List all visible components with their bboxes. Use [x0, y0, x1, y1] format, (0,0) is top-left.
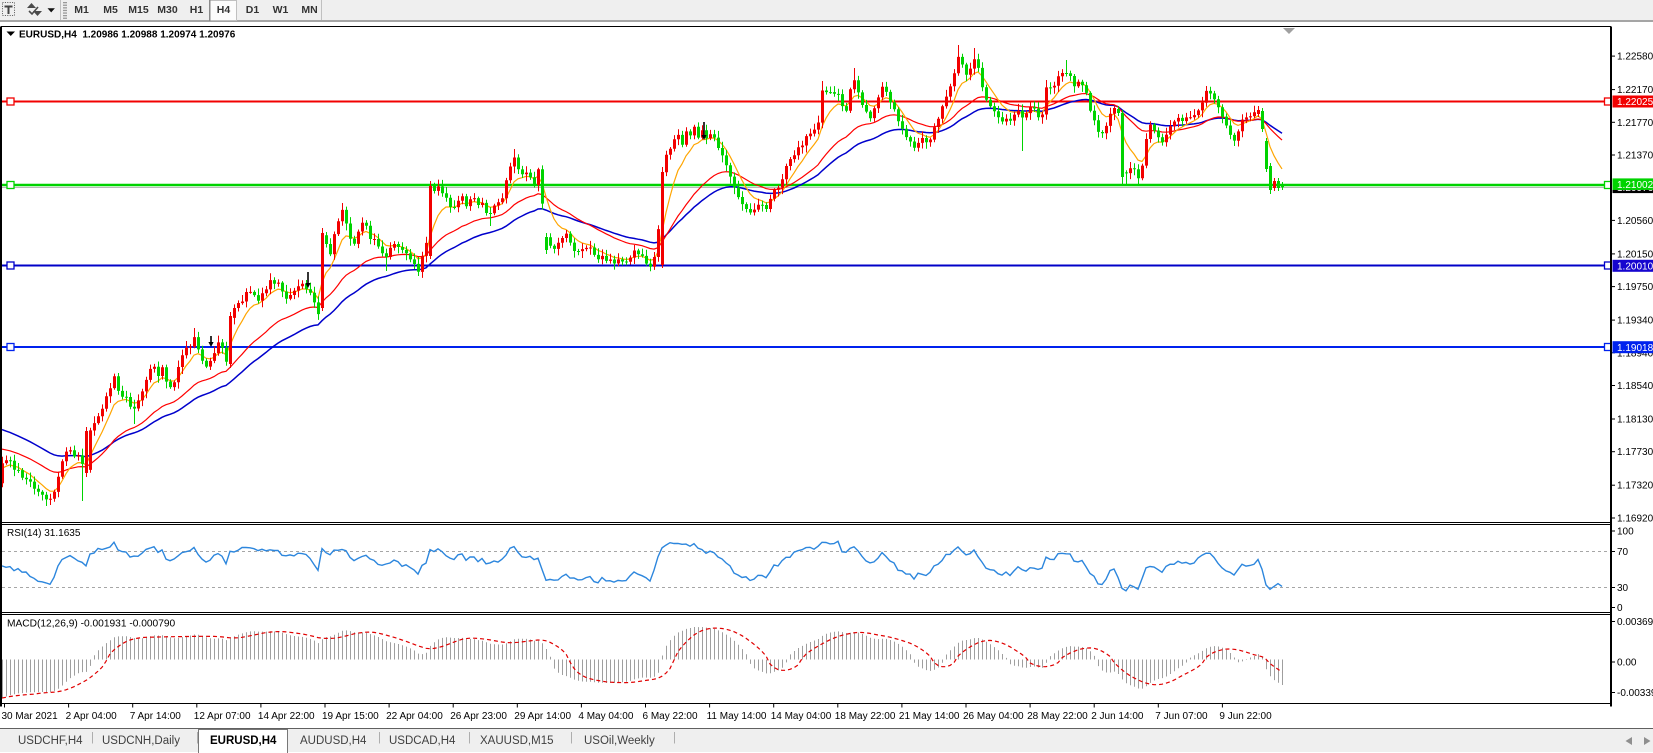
svg-text:18 May 22:00: 18 May 22:00 — [835, 711, 896, 722]
svg-text:26 May 04:00: 26 May 04:00 — [963, 711, 1024, 722]
svg-text:1.20560: 1.20560 — [1617, 216, 1653, 227]
svg-text:1.18130: 1.18130 — [1617, 415, 1653, 426]
svg-text:1.19750: 1.19750 — [1617, 282, 1653, 293]
svg-text:1.19018: 1.19018 — [1617, 343, 1653, 354]
svg-text:EURUSD,H4 1.20986 1.20988 1.2: EURUSD,H4 1.20986 1.20988 1.20974 1.2097… — [19, 29, 236, 40]
svg-text:1.20010: 1.20010 — [1617, 261, 1653, 272]
svg-text:0: 0 — [1617, 603, 1623, 614]
svg-text:70: 70 — [1617, 547, 1629, 558]
svg-text:1.19340: 1.19340 — [1617, 316, 1653, 327]
svg-text:29 Apr 14:00: 29 Apr 14:00 — [514, 711, 571, 722]
svg-text:0.00: 0.00 — [1617, 658, 1637, 669]
svg-text:11 May 14:00: 11 May 14:00 — [707, 711, 767, 722]
svg-text:28 May 22:00: 28 May 22:00 — [1027, 711, 1088, 722]
svg-text:7 Jun 07:00: 7 Jun 07:00 — [1155, 711, 1208, 722]
svg-text:1.22580: 1.22580 — [1617, 52, 1653, 63]
svg-text:1.21002: 1.21002 — [1617, 180, 1653, 191]
svg-text:-0.003395: -0.003395 — [1617, 688, 1653, 699]
svg-text:7 Apr 14:00: 7 Apr 14:00 — [130, 711, 182, 722]
svg-text:MACD(12,26,9) -0.001931 -0.000: MACD(12,26,9) -0.001931 -0.000790 — [7, 619, 176, 630]
svg-text:14 May 04:00: 14 May 04:00 — [771, 711, 832, 722]
svg-text:1.22025: 1.22025 — [1617, 97, 1653, 108]
svg-text:9 Jun 22:00: 9 Jun 22:00 — [1219, 711, 1272, 722]
svg-text:4 May 04:00: 4 May 04:00 — [578, 711, 633, 722]
svg-text:100: 100 — [1617, 527, 1634, 538]
svg-text:30 Mar 2021: 30 Mar 2021 — [2, 711, 59, 722]
svg-text:6 May 22:00: 6 May 22:00 — [643, 711, 698, 722]
svg-text:1.21770: 1.21770 — [1617, 118, 1653, 129]
svg-text:1.16920: 1.16920 — [1617, 514, 1653, 525]
svg-text:19 Apr 15:00: 19 Apr 15:00 — [322, 711, 379, 722]
svg-text:30: 30 — [1617, 583, 1629, 594]
svg-text:1.18540: 1.18540 — [1617, 381, 1653, 392]
svg-text:21 May 14:00: 21 May 14:00 — [899, 711, 960, 722]
svg-text:0.003693: 0.003693 — [1617, 617, 1653, 628]
svg-text:12 Apr 07:00: 12 Apr 07:00 — [194, 711, 251, 722]
svg-text:1.22170: 1.22170 — [1617, 85, 1653, 96]
svg-text:14 Apr 22:00: 14 Apr 22:00 — [258, 711, 315, 722]
svg-text:2 Apr 04:00: 2 Apr 04:00 — [66, 711, 118, 722]
svg-text:1.17320: 1.17320 — [1617, 481, 1653, 492]
svg-text:RSI(14) 31.1635: RSI(14) 31.1635 — [7, 528, 81, 539]
svg-text:1.21370: 1.21370 — [1617, 151, 1653, 162]
svg-text:22 Apr 04:00: 22 Apr 04:00 — [386, 711, 443, 722]
svg-text:1.20150: 1.20150 — [1617, 249, 1653, 260]
svg-text:2 Jun 14:00: 2 Jun 14:00 — [1091, 711, 1144, 722]
svg-text:1.17730: 1.17730 — [1617, 447, 1653, 458]
svg-text:26 Apr 23:00: 26 Apr 23:00 — [450, 711, 507, 722]
